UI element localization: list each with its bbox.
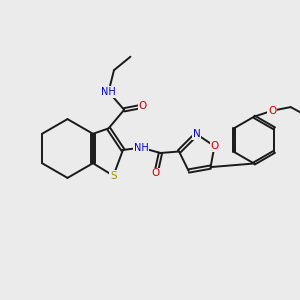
Text: NH: NH — [134, 142, 148, 153]
Text: S: S — [110, 171, 117, 181]
Text: NH: NH — [101, 87, 116, 97]
Text: N: N — [193, 129, 200, 139]
Text: O: O — [268, 106, 276, 116]
Text: O: O — [152, 168, 160, 178]
Text: O: O — [139, 101, 147, 111]
Text: O: O — [210, 141, 219, 151]
